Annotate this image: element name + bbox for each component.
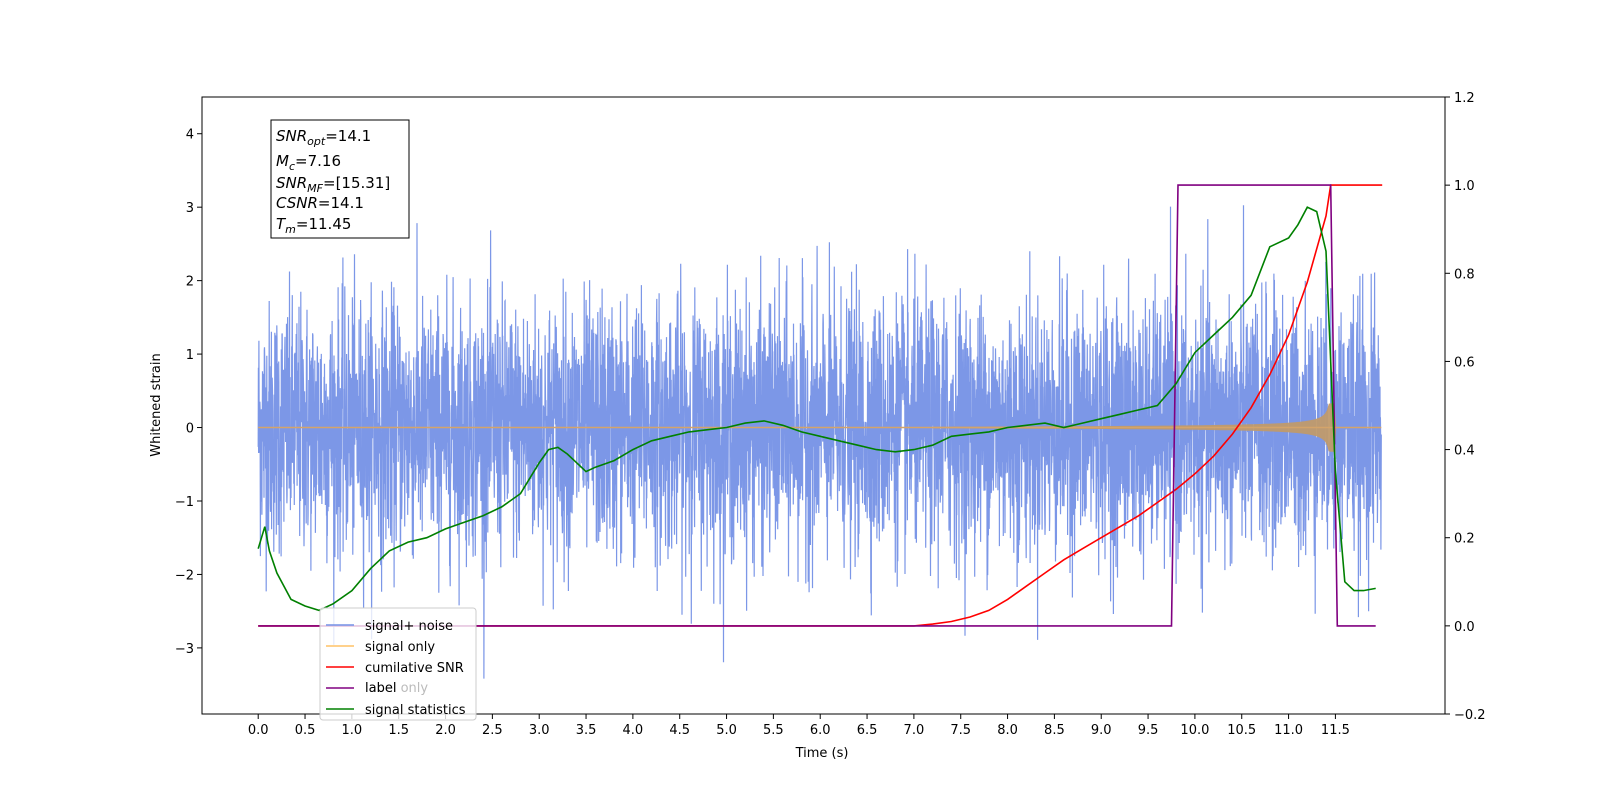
legend-label-signal-noise: signal+ noise: [365, 619, 453, 634]
x-tick-label: 9.0: [1091, 723, 1112, 738]
y2-tick-label: −0.2: [1454, 708, 1486, 723]
legend-hidden-label: label only: [365, 681, 428, 696]
y-tick-label: 3: [186, 201, 194, 216]
y-tick-label: −3: [175, 642, 194, 657]
x-tick-label: 8.0: [997, 723, 1018, 738]
series-label: [258, 184, 1376, 627]
y-tick-label: 0: [186, 422, 194, 437]
info-box: SNRopt=14.1 Mc=7.16 SNRMF=[15.31] CSNR=1…: [270, 119, 410, 239]
x-tick-label: 2.0: [435, 723, 456, 738]
x-tick-label: 0.5: [295, 723, 316, 738]
plot-frame: [201, 96, 1446, 715]
y-tick-label: −1: [175, 495, 194, 510]
x-tick-label: 8.5: [1044, 723, 1065, 738]
info-tm: Tm=11.45: [276, 215, 351, 236]
info-snr-mf: SNRMF=[15.31]: [276, 174, 390, 195]
y-tick-label: 2: [186, 275, 194, 290]
y2-tick-label: 0.6: [1454, 355, 1475, 370]
x-tick-label: 6.0: [810, 723, 831, 738]
y2-tick-label: 0.0: [1454, 620, 1475, 635]
x-tick-label: 0.0: [248, 723, 269, 738]
info-csnr: CSNR=14.1: [276, 194, 364, 212]
series-cumilative-snr: [258, 184, 1383, 627]
x-tick-label: 6.5: [857, 723, 878, 738]
x-tick-label: 1.0: [342, 723, 363, 738]
x-tick-label: 9.5: [1138, 723, 1159, 738]
y2-tick-label: 0.4: [1454, 444, 1475, 459]
x-tick-label: 4.5: [669, 723, 690, 738]
legend-label-signal-statistics: signal statistics: [365, 703, 466, 718]
y-axis-label: Whitened strain: [149, 353, 164, 456]
plot-area: [257, 184, 1383, 679]
x-tick-label: 11.5: [1321, 723, 1350, 738]
y2-tick-label: 0.8: [1454, 267, 1475, 282]
y2-tick-label: 1.2: [1454, 91, 1475, 106]
x-tick-label: 5.5: [763, 723, 784, 738]
y2-tick-label: 0.2: [1454, 532, 1475, 547]
x-tick-label: 10.0: [1180, 723, 1209, 738]
x-tick-label: 11.0: [1274, 723, 1303, 738]
x-tick-label: 3.0: [529, 723, 550, 738]
x-axis-label: Time (s): [795, 746, 849, 761]
x-tick-label: 7.0: [904, 723, 925, 738]
x-tick-label: 10.5: [1227, 723, 1256, 738]
x-tick-label: 2.5: [482, 723, 503, 738]
legend-label-label: label: [365, 681, 396, 696]
x-tick-label: 1.5: [388, 723, 409, 738]
legend: label only signal+ noise signal only cum…: [319, 607, 477, 721]
legend-label-signal-only: signal only: [365, 640, 435, 655]
y-tick-label: −2: [175, 568, 194, 583]
y-tick-label: 4: [186, 128, 194, 143]
x-tick-label: 7.5: [950, 723, 971, 738]
x-tick-label: 3.5: [576, 723, 597, 738]
legend-label-cumulative-snr: cumilative SNR: [365, 661, 464, 676]
y-tick-label: 1: [186, 348, 194, 363]
series-signal-statistics: [257, 206, 1376, 612]
axes: 0.0 0.5 1.0 1.5 2.0 2.5 3.0 3.5 4.0 4.5 5.0 5.5 6.0 6…: [175, 91, 1486, 738]
x-tick-label: 5.0: [716, 723, 737, 738]
info-snr-opt: SNRopt=14.1: [276, 127, 371, 148]
info-mc: Mc=7.16: [276, 152, 341, 173]
y2-tick-label: 1.0: [1454, 179, 1475, 194]
x-tick-label: 4.0: [623, 723, 644, 738]
